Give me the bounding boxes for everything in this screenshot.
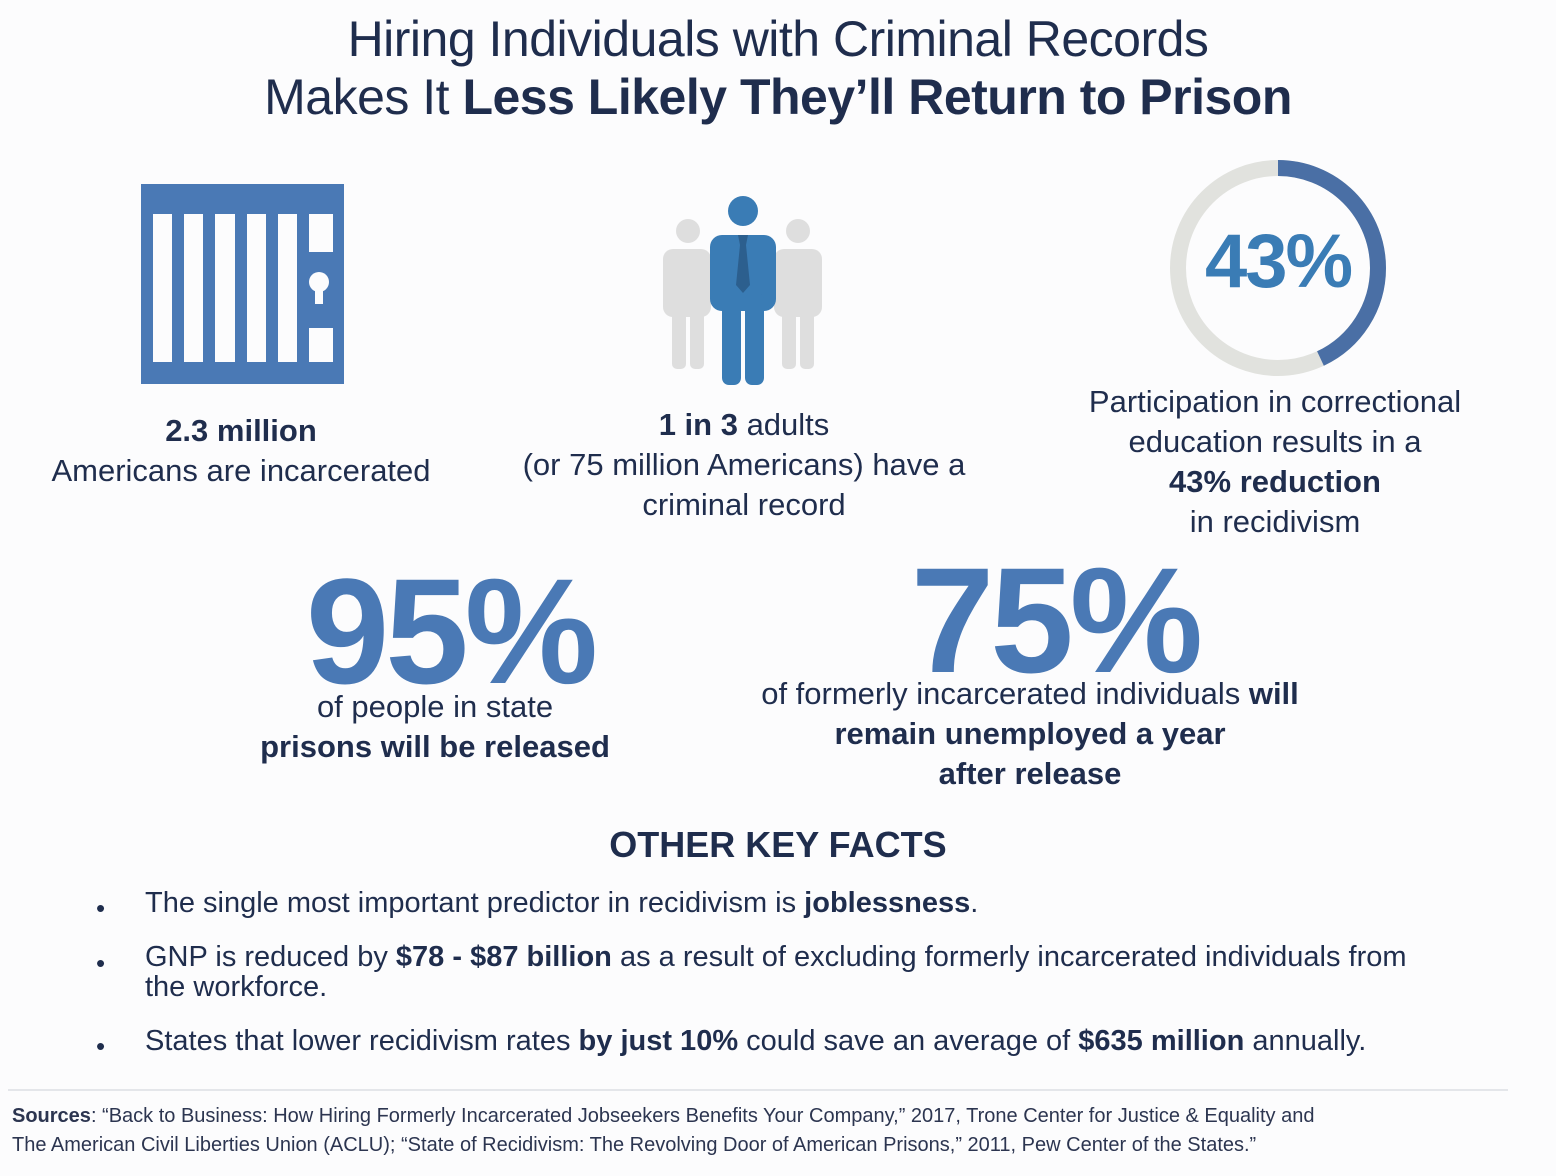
criminal-record-line2: (or 75 million Americans) have a bbox=[522, 447, 966, 482]
page-title-line2: Makes It Less Likely They’ll Return to P… bbox=[0, 68, 1556, 126]
education-bold: 43% reduction bbox=[1169, 464, 1381, 499]
ring-progress-arc bbox=[1170, 160, 1386, 376]
fact1-after: . bbox=[970, 887, 979, 919]
released-line2: prisons will be released bbox=[260, 729, 610, 764]
fact1-text: The single most important predictor in r… bbox=[145, 887, 978, 920]
fact2-text: GNP is reduced by $78 - $87 billion as a… bbox=[145, 942, 1475, 1002]
released-line1: of people in state bbox=[316, 689, 554, 724]
education-line4: in recidivism bbox=[1189, 504, 1361, 539]
released-stat: of people in state prisons will be relea… bbox=[220, 687, 650, 767]
sources-line2: The American Civil Liberties Union (ACLU… bbox=[12, 1134, 1257, 1156]
criminal-record-line3: criminal record bbox=[642, 487, 846, 522]
unemployed-stat: of formerly incarcerated individuals wil… bbox=[700, 674, 1360, 794]
fact2-line2: the workforce. bbox=[145, 971, 328, 1003]
sources-line1: : “Back to Business: How Hiring Formerly… bbox=[90, 1105, 1315, 1127]
education-stat: Participation in correctional education … bbox=[1030, 382, 1520, 542]
fact3-middle: could save an average of bbox=[738, 1025, 1079, 1057]
footer-divider bbox=[8, 1089, 1508, 1091]
fact3-after: annually. bbox=[1244, 1025, 1367, 1057]
unemployed-line3: after release bbox=[938, 756, 1122, 791]
page-title-line1: Hiring Individuals with Criminal Records bbox=[347, 11, 1209, 67]
sources-label: Sources bbox=[12, 1105, 91, 1127]
education-line1: Participation in correctional bbox=[1088, 384, 1462, 419]
criminal-record-unit: adults bbox=[737, 407, 830, 442]
fact2-after: as a result of excluding formerly incarc… bbox=[611, 941, 1407, 973]
sources-note: Sources: “Back to Business: How Hiring F… bbox=[12, 1102, 1522, 1160]
fact2-before: GNP is reduced by bbox=[145, 941, 396, 973]
fact2-bold: $78 - $87 billion bbox=[395, 941, 612, 973]
criminal-record-stat: 1 in 3 adults (or 75 million Americans) … bbox=[494, 405, 994, 525]
key-facts-heading: OTHER KEY FACTS bbox=[609, 824, 947, 865]
fact1-bullet: • bbox=[96, 893, 106, 923]
fact2-bullet: • bbox=[96, 948, 106, 978]
title-emphasis: Less Likely They’ll Return to Prison bbox=[462, 69, 1292, 125]
unemployed-line1-bold: will bbox=[1248, 676, 1299, 711]
fact1-before: The single most important predictor in r… bbox=[145, 887, 805, 919]
fact3-bullet: • bbox=[96, 1031, 106, 1061]
title-prefix: Makes It bbox=[264, 69, 463, 125]
incarcerated-value: 2.3 million bbox=[165, 413, 317, 448]
incarcerated-stat: 2.3 million Americans are incarcerated bbox=[0, 411, 482, 491]
unemployed-line2: remain unemployed a year bbox=[834, 716, 1226, 751]
incarcerated-label: Americans are incarcerated bbox=[51, 453, 431, 488]
ring-value: 43% bbox=[1204, 219, 1353, 304]
fact3-bold2: $635 million bbox=[1078, 1025, 1245, 1057]
fact3-bold1: by just 10% bbox=[578, 1025, 739, 1057]
education-line2: education results in a bbox=[1128, 424, 1422, 459]
fact3-text: States that lower recidivism rates by ju… bbox=[145, 1025, 1366, 1058]
unemployed-line1: of formerly incarcerated individuals bbox=[761, 676, 1249, 711]
fact1-bold: joblessness bbox=[804, 887, 971, 919]
fact3-before: States that lower recidivism rates bbox=[145, 1025, 579, 1057]
reduction-ring-chart bbox=[1170, 160, 1386, 376]
people-group-icon bbox=[663, 196, 822, 385]
released-value: 95% bbox=[305, 547, 598, 715]
jail-cell-icon bbox=[141, 184, 344, 384]
unemployed-value: 75% bbox=[910, 536, 1203, 704]
criminal-record-value: 1 in 3 bbox=[658, 407, 738, 442]
